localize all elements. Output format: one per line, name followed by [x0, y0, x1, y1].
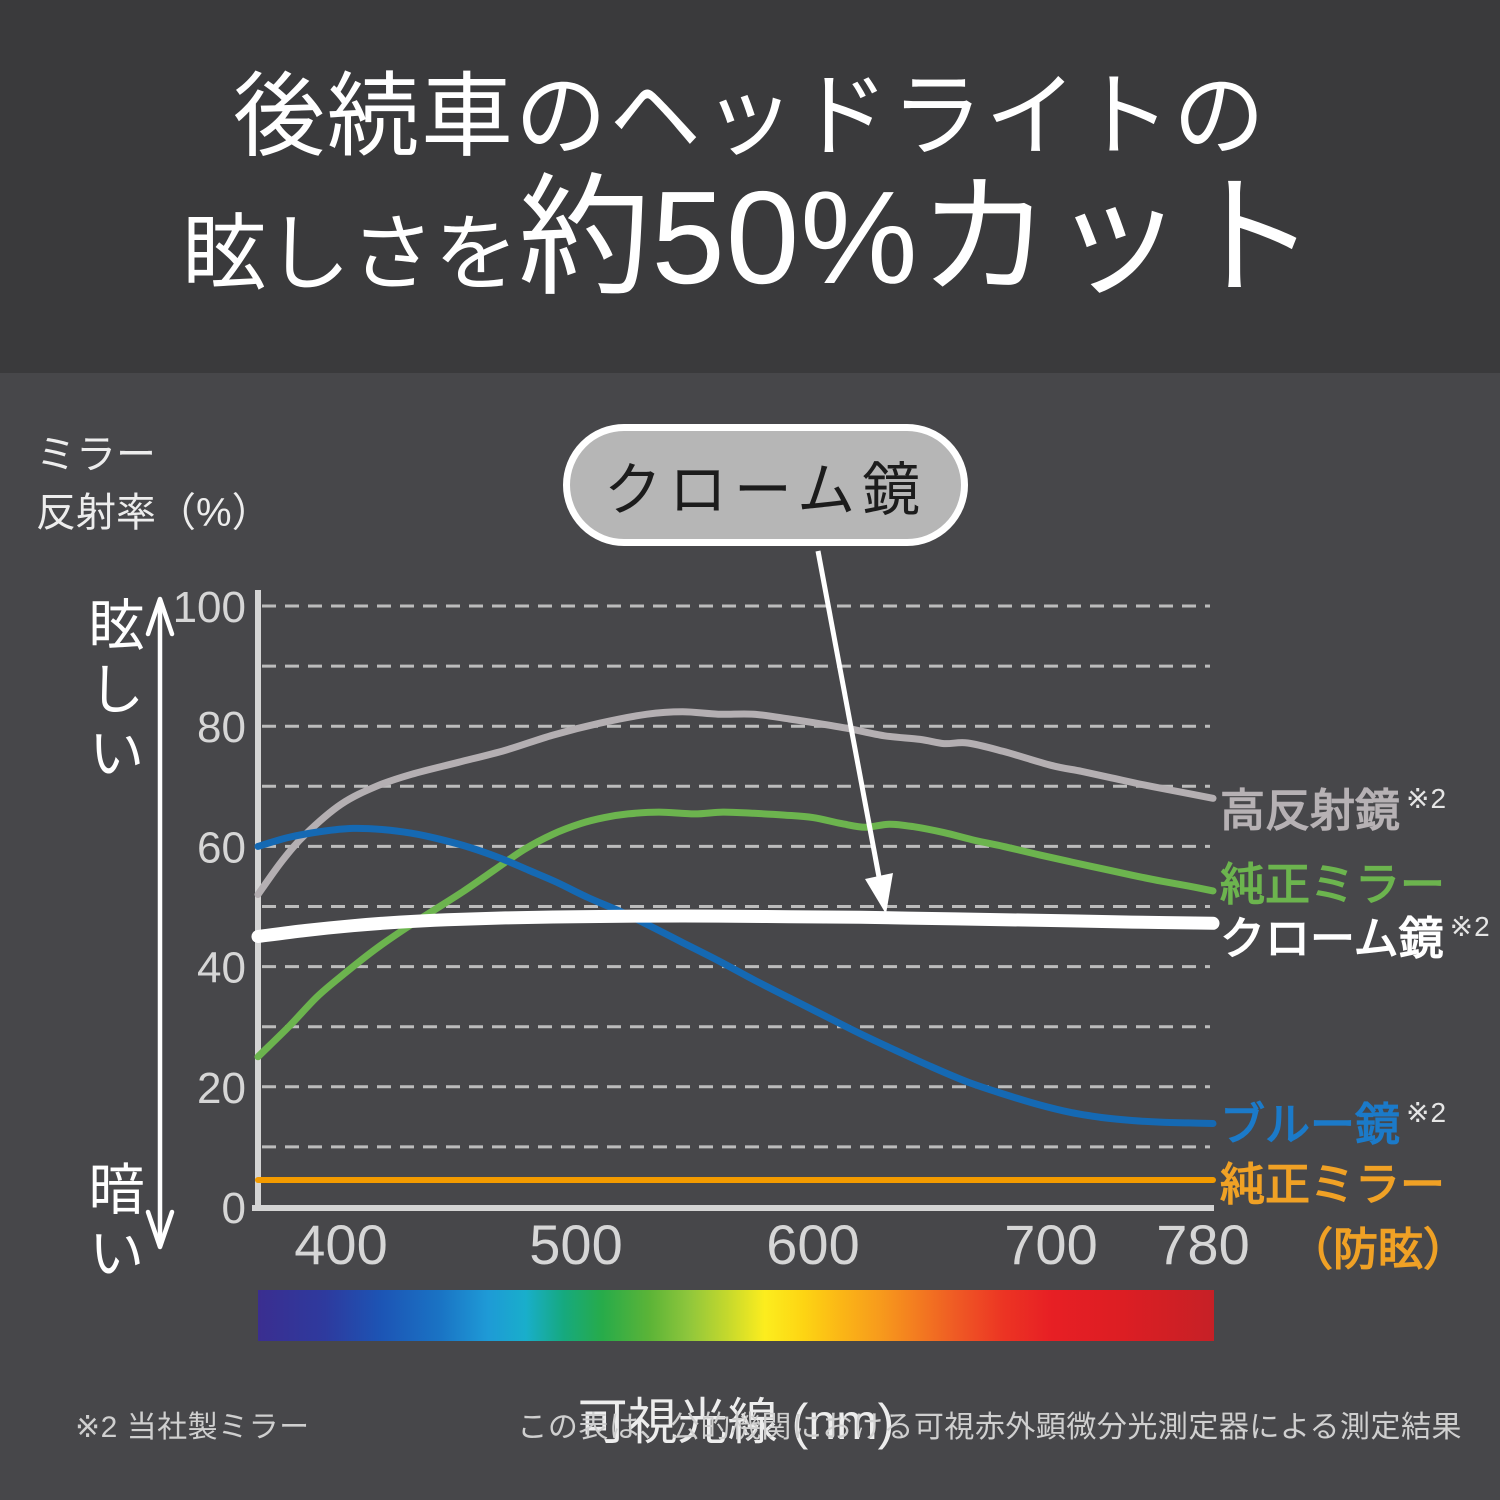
legend-genuine-mirror-antiglare: 純正ミラー （防眩） [1220, 1148, 1468, 1278]
legend-genuine-mirror-label: 純正ミラー [1220, 859, 1446, 910]
legend-blue-mirror-footmark: ※2 [1406, 1097, 1448, 1128]
brightness-label-glaring: 眩しい [81, 596, 144, 788]
series-line-blue-mirror [254, 824, 1217, 1127]
legend-chrome-mirror-footmark: ※2 [1449, 911, 1491, 942]
footnote-right: この表は、公的機関における可視赤外顕微分光測定器による測定結果 [517, 1411, 1462, 1444]
headline-line2-large: 約50%カット [518, 163, 1318, 311]
headline-line1: 後続車のヘッドライトの [232, 66, 1267, 169]
y-axis-title: ミラー 反射率（%） [36, 426, 272, 542]
x-tick-label-500: 500 [529, 1213, 622, 1276]
legend-high-reflection-mirror: 高反射鏡 ※2 [1220, 774, 1447, 839]
y-axis-title-line1: ミラー [36, 433, 156, 477]
gridlines [262, 604, 1210, 1149]
callout-arrow [815, 550, 893, 914]
legend-high-reflection-mirror-label: 高反射鏡 [1220, 785, 1401, 836]
y-tick-label-60: 60 [197, 823, 246, 872]
series-line-genuine-mirror [254, 808, 1217, 1061]
y-tick-label-20: 20 [197, 1064, 246, 1113]
y-tick-label-80: 80 [197, 703, 246, 752]
brightness-arrow [145, 596, 175, 1250]
brightness-label-dark: 暗い [81, 1160, 144, 1288]
x-axis-caption: 可視光線 (nm) [577, 1394, 895, 1450]
chrome-mirror-callout: クローム鏡 [563, 424, 968, 546]
legend-high-reflection-mirror-footmark: ※2 [1406, 783, 1448, 814]
footnote-left: ※2 当社製ミラー [75, 1411, 310, 1444]
y-tick-label-0: 0 [222, 1184, 246, 1233]
headline-line2-small: 眩しさを [182, 206, 519, 301]
headline-banner: 後続車のヘッドライトの 眩しさを約50%カット [0, 0, 1500, 373]
legend-genuine-mirror-antiglare-label2: （防眩） [1288, 1224, 1469, 1275]
series-line-chrome-mirror [251, 909, 1220, 943]
x-tick-label-600: 600 [766, 1213, 859, 1276]
y-axis-title-line2: 反射率（%） [36, 491, 272, 535]
x-tick-label-700: 700 [1004, 1213, 1097, 1276]
y-tick-label-40: 40 [197, 944, 246, 993]
legend-genuine-mirror-antiglare-label: 純正ミラー [1220, 1159, 1446, 1210]
chrome-mirror-callout-label: クローム鏡 [603, 458, 928, 523]
visible-spectrum-bar [258, 1290, 1214, 1341]
series-line-high-reflection-mirror [254, 708, 1217, 898]
x-tick-label-780: 780 [1156, 1213, 1249, 1276]
x-tick-label-400: 400 [294, 1213, 387, 1276]
legend-chrome-mirror-label: クローム鏡 [1220, 913, 1444, 964]
legend-genuine-mirror: 純正ミラー [1220, 848, 1445, 913]
legend-blue-mirror-label: ブルー鏡 [1220, 1099, 1401, 1150]
y-tick-label-100: 100 [173, 583, 246, 632]
legend-chrome-mirror: クローム鏡 ※2 [1220, 902, 1491, 967]
legend-blue-mirror: ブルー鏡 ※2 [1220, 1088, 1447, 1153]
headline-line2: 眩しさを約50%カット [182, 171, 1317, 304]
